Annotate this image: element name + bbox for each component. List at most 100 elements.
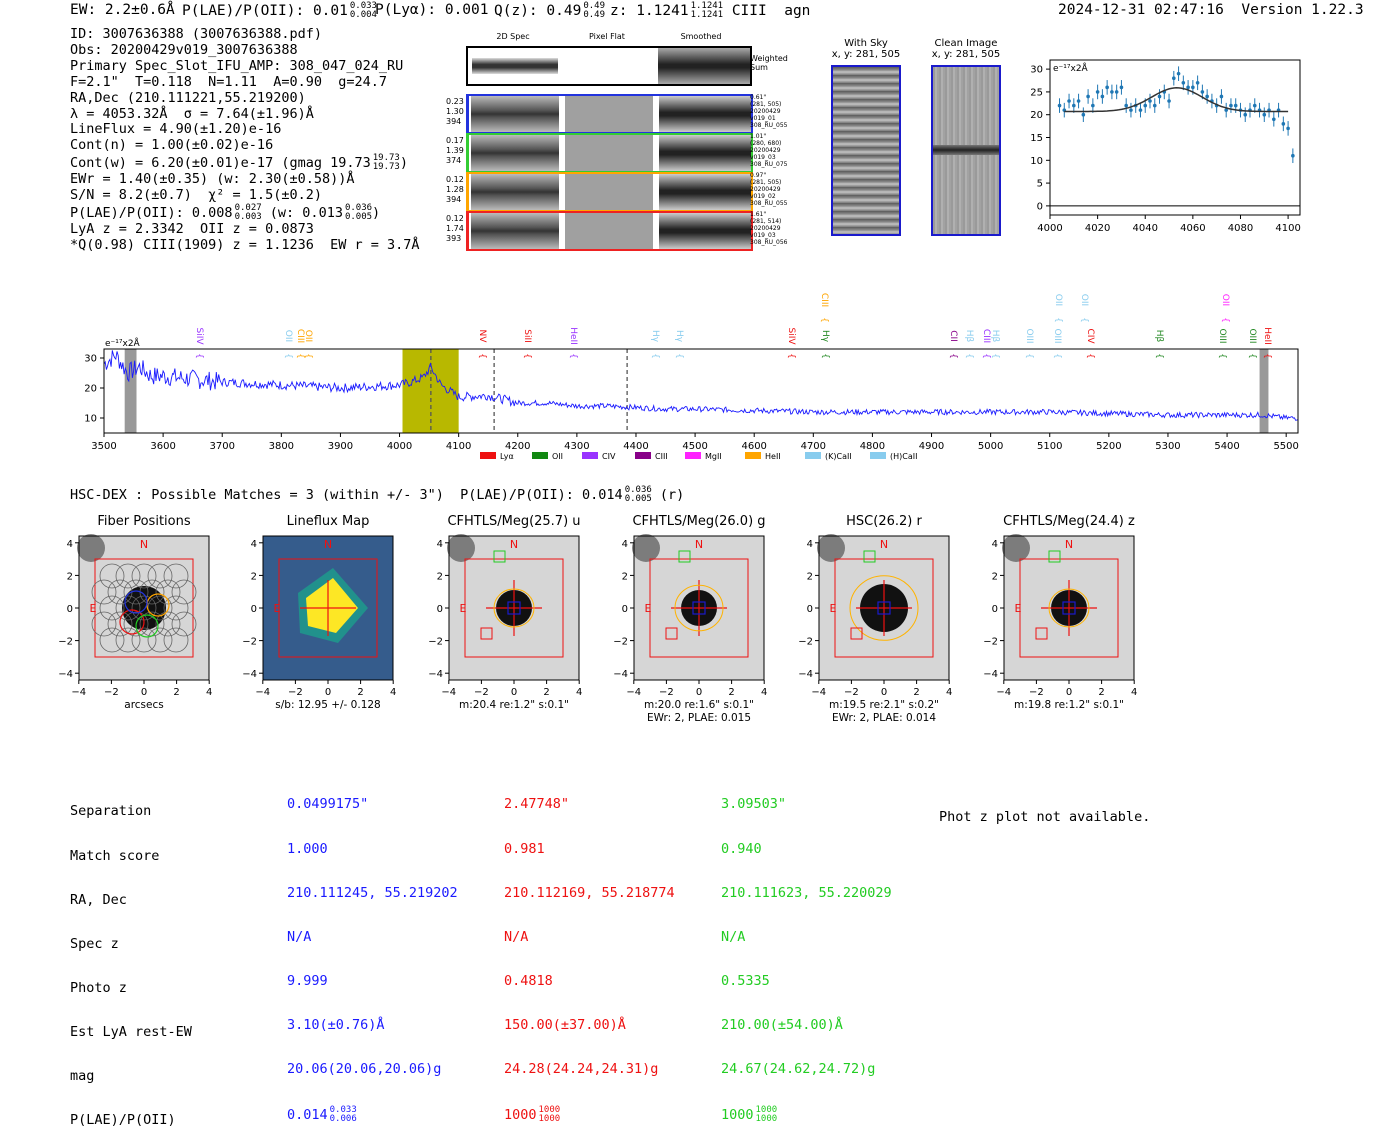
panel-ytick-label: 2: [622, 571, 628, 582]
info-obs: Obs: 20200429v019_3007636388: [70, 41, 298, 58]
panel-xtick-label: 0: [1066, 687, 1072, 698]
spectrum-legend-swatch: [745, 452, 761, 459]
zoom-data-point: [1105, 85, 1109, 90]
cutout-row-meta: 308_RU_075: [750, 161, 788, 168]
fiber-circle: [115, 627, 141, 653]
panel-match-blue: [877, 601, 891, 615]
cutout-row-stat: 1.74: [446, 224, 464, 233]
m1-plae: 0.014 0.033 0.006: [287, 1105, 357, 1125]
panel-xtick-label: 4: [1131, 687, 1137, 698]
panel-ytick-label: −2: [242, 637, 257, 648]
zoom-spectrum-plot: 4000 4020 4040 4060 4080 4100 0 5 10 15 20 25 30 e⁻¹⁷…: [1030, 59, 1301, 234]
zoom-data-point: [1281, 122, 1286, 126]
cutout-row-meta: 0.97": [750, 172, 767, 179]
spectrum-legend-label: OII: [552, 452, 563, 461]
with-sky-image: [831, 65, 901, 236]
spectrum-line-bracket: {: [981, 353, 991, 359]
panel-match-red: [1035, 627, 1048, 640]
spectrum-line-bracket: {: [303, 353, 313, 359]
spectrum-xtick-label: 5300: [1155, 441, 1180, 452]
spectrum-line-label: OII: [283, 330, 293, 342]
zoom-data-point: [1138, 108, 1143, 112]
cutout-2dspec: [471, 96, 559, 132]
panel-ytick-label: 0: [807, 604, 813, 615]
spectrum-xtick-label: 4000: [387, 441, 412, 452]
panel-xtick-label: −4: [626, 687, 641, 698]
match-col-2: 2.47748" 0.981 210.112169, 55.218774 N/A…: [504, 768, 675, 1139]
spectrum-xtick-label: 3900: [328, 441, 353, 452]
zoom-data-point: [1252, 103, 1257, 108]
cutout-row: [466, 94, 753, 134]
zoom-data-point: [1191, 85, 1195, 90]
panel-subtitle: arcsecs: [124, 699, 163, 711]
spectrum-line-label: Hβ: [964, 330, 974, 343]
label-match-score: Match score: [70, 847, 160, 864]
panel-ytick-label: 0: [992, 604, 998, 615]
zoom-data-point: [1229, 103, 1233, 108]
panel-compass-n: N: [695, 538, 703, 551]
zoom-data-point: [1291, 153, 1295, 158]
zoom-data-point: [1172, 76, 1176, 81]
spectrum-legend-swatch: [805, 452, 821, 459]
m1-radec: 210.111245, 55.219202: [287, 884, 458, 901]
panel-ytick-label: −4: [613, 669, 628, 680]
spectrum-line-label: CII: [948, 330, 958, 342]
spectrum-line-label: CIII: [295, 329, 305, 343]
panel-image: N E −4 −4 −2 −2 0 0 2 2 4 4 m:20.0 re:1.6" s:0.1"EWr…: [613, 534, 767, 724]
fiber-circle: [147, 563, 173, 589]
cutout-row: [466, 133, 753, 173]
zoom-data-point: [1119, 85, 1124, 90]
panel-ytick-label: 4: [67, 539, 73, 550]
cutout-2dspec: [471, 213, 559, 249]
cutout-smoothed: [659, 213, 751, 249]
spectrum-line-bracket: {: [650, 353, 660, 359]
panel-xtick-label: 4: [761, 687, 767, 698]
panel-ytick-label: 2: [67, 571, 73, 582]
panel-ytick-label: −2: [798, 637, 813, 648]
cutout-row: [466, 211, 753, 251]
zoom-data-point: [1114, 90, 1119, 94]
match-col-1: 0.0499175" 1.000 210.111245, 55.219202 N…: [287, 768, 458, 1139]
zoom-data-point: [1124, 103, 1128, 108]
zoom-data-point: [1181, 80, 1186, 85]
panel-aperture-ellipse: [493, 588, 535, 628]
spectrum-legend-label: CIII: [655, 452, 668, 461]
m3-photoz: 0.5335: [721, 972, 770, 989]
fiber-circle: [99, 627, 125, 653]
weighted-sum-2dspec: [472, 58, 558, 74]
spectrum-line-bracket: {: [477, 353, 487, 359]
spectrum-legend-label: MgII: [705, 452, 722, 461]
zoom-data-point: [1095, 90, 1100, 94]
panel-ytick-label: 4: [437, 539, 443, 550]
cutout-smoothed: [659, 174, 751, 210]
panel-ytick-label: −4: [58, 669, 73, 680]
spectrum-line-bracket: {: [283, 353, 293, 359]
panel-compass-n: N: [510, 538, 518, 551]
spectrum-line-label: NV: [477, 330, 487, 344]
cutout-row-stat: 394: [446, 117, 462, 126]
panel-subtitle: m:19.8 re:1.2" s:0.1": [1014, 699, 1124, 711]
panel-subtitle-2: EWr: 2, PLAE: 0.015: [647, 712, 751, 724]
spectrum-legend-swatch: [870, 452, 886, 459]
imaging-panels: Fiber Positions N E −4 −4 −2 −2 0 0 2 2 4 4 arcsecs Li…: [0, 510, 1400, 725]
fiber-circle: [147, 627, 173, 653]
fiber-circle-green: [135, 614, 159, 638]
panel-match-green: [863, 550, 876, 563]
photz-note: Phot z plot not available.: [939, 809, 1151, 825]
cutout-row-meta: v019_01: [750, 115, 776, 122]
m3-separation: 3.09503": [721, 796, 787, 813]
spectrum-line-label: HeII: [568, 327, 578, 345]
panel-xtick-label: 2: [913, 687, 919, 698]
panel-ytick-label: −4: [428, 669, 443, 680]
header-plya: P(Lyα): 0.001: [375, 2, 489, 18]
spectrum-xtick-label: 5100: [1037, 441, 1062, 452]
fiber-circle: [91, 579, 117, 605]
spectrum-xtick-label: 3600: [150, 441, 175, 452]
spectrum-line-bracket: {: [990, 353, 1000, 359]
spectrum-xtick-label: 4700: [801, 441, 826, 452]
cutout-row-stat: 0.12: [446, 175, 464, 184]
spectrum-line-label: CIV: [1085, 328, 1095, 344]
cutout-col-label: 2D Spec: [496, 32, 530, 41]
header-timestamp: 2024-12-31 02:47:16 Version 1.22.3: [1058, 2, 1364, 18]
panel-compass-e: E: [830, 602, 837, 615]
